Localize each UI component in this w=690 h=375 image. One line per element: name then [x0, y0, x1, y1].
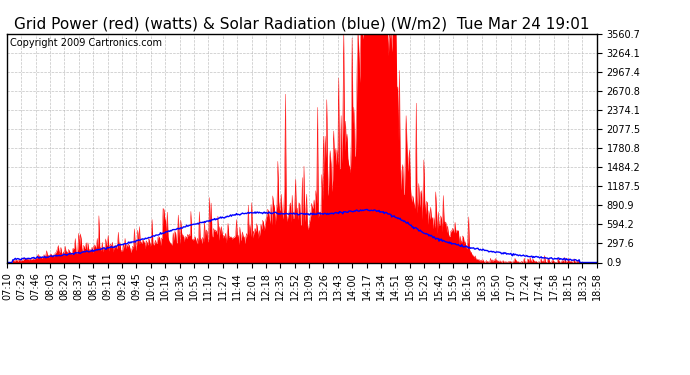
- Title: Grid Power (red) (watts) & Solar Radiation (blue) (W/m2)  Tue Mar 24 19:01: Grid Power (red) (watts) & Solar Radiati…: [14, 16, 590, 31]
- Text: Copyright 2009 Cartronics.com: Copyright 2009 Cartronics.com: [10, 38, 162, 48]
